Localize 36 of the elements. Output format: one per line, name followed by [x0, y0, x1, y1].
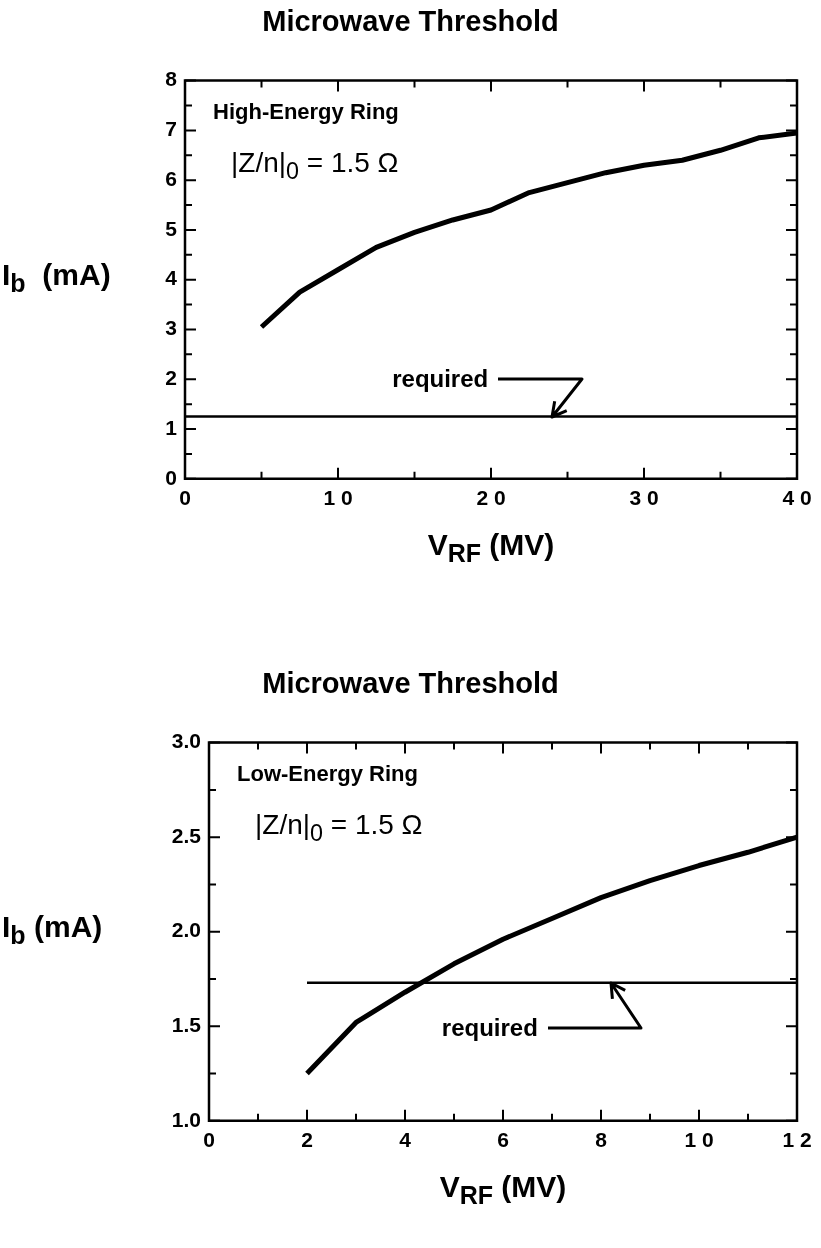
- x-tick-label: 6: [497, 1128, 509, 1152]
- x-tick-label: 2 0: [476, 486, 506, 510]
- y-tick-label: 6: [165, 166, 177, 190]
- x-tick-label: 4: [399, 1128, 412, 1152]
- y-tick-label: 3.0: [171, 729, 201, 753]
- annotation: |Z/n|$_{0}$ = 1.5 Ω: [255, 808, 423, 847]
- y-tick-label: 3: [165, 316, 177, 340]
- y-tick-label: 8: [165, 67, 178, 91]
- x-axis-title: V$_{RF}$ (MV): [427, 528, 555, 568]
- y-tick-label: 5: [165, 216, 178, 240]
- x-tick-label: 2: [301, 1128, 313, 1152]
- y-tick-label: 2: [165, 366, 177, 390]
- annotation: High-Energy Ring: [213, 98, 399, 125]
- y-tick-label: 2.0: [171, 918, 201, 942]
- x-tick-label: 1 0: [323, 486, 353, 510]
- y-axis-title: I$_{b}$ (mA): [2, 257, 111, 298]
- chart-title: Microwave Threshold: [261, 667, 560, 700]
- chart-title: Microwave Threshold: [261, 5, 560, 38]
- y-tick-label: 1.5: [171, 1013, 202, 1037]
- x-tick-label: 1 2: [782, 1128, 812, 1152]
- annotation: required: [441, 1013, 538, 1042]
- x-tick-label: 8: [595, 1128, 608, 1152]
- y-tick-label: 0: [165, 465, 177, 489]
- y-tick-label: 1: [165, 415, 178, 439]
- annotation: Low-Energy Ring: [237, 760, 418, 787]
- x-tick-label: 1 0: [684, 1128, 714, 1152]
- x-axis-title: V$_{RF}$ (MV): [439, 1170, 567, 1210]
- y-tick-label: 1.0: [171, 1107, 201, 1131]
- y-tick-label: 4: [165, 266, 178, 290]
- annotation: required: [392, 364, 489, 393]
- x-tick-label: 4 0: [782, 486, 812, 510]
- y-axis-title: I$_{b}$ (mA): [2, 909, 103, 950]
- x-tick-label: 3 0: [629, 486, 659, 510]
- y-tick-label: 7: [165, 117, 177, 141]
- y-tick-label: 2.5: [171, 823, 202, 847]
- annotation: |Z/n|$_{0}$ = 1.5 Ω: [231, 146, 399, 185]
